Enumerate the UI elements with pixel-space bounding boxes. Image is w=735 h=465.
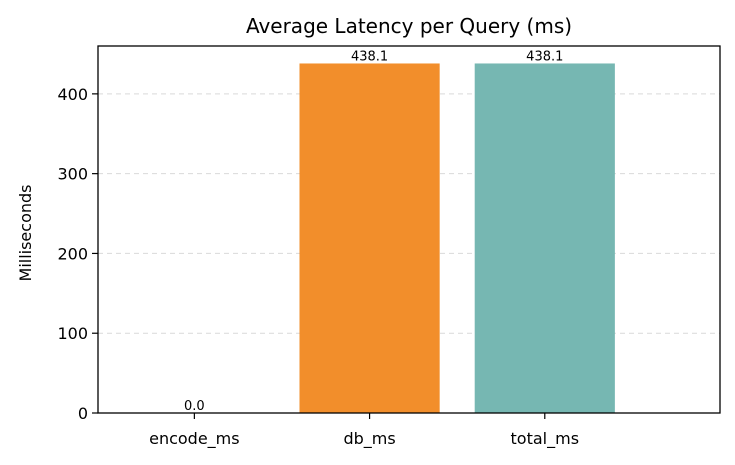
- x-tick-label: total_ms: [511, 429, 580, 449]
- bars: [299, 63, 615, 414]
- bar-db_ms: [299, 63, 440, 414]
- y-axis-ticks: 0 100 200 300 400: [57, 85, 98, 423]
- bar-value-label: 0.0: [184, 399, 205, 414]
- x-tick-label: encode_ms: [149, 429, 240, 449]
- y-tick-label: 400: [57, 85, 88, 104]
- x-tick-label: db_ms: [343, 429, 395, 449]
- y-tick-label: 200: [57, 244, 88, 263]
- plot-frame: [97, 45, 721, 414]
- y-tick-label: 100: [57, 324, 88, 343]
- y-axis-label: Milliseconds: [16, 185, 35, 282]
- bar-value-label: 438.1: [351, 49, 388, 64]
- bar-total_ms: [474, 63, 615, 414]
- chart-title: Average Latency per Query (ms): [246, 14, 572, 38]
- y-tick-label: 300: [57, 165, 88, 184]
- y-tick-label: 0: [78, 404, 88, 423]
- x-axis-ticks: encode_ms db_ms total_ms: [149, 413, 579, 449]
- bar-value-label: 438.1: [526, 49, 563, 64]
- bar-value-labels: 0.0 438.1 438.1: [184, 49, 563, 414]
